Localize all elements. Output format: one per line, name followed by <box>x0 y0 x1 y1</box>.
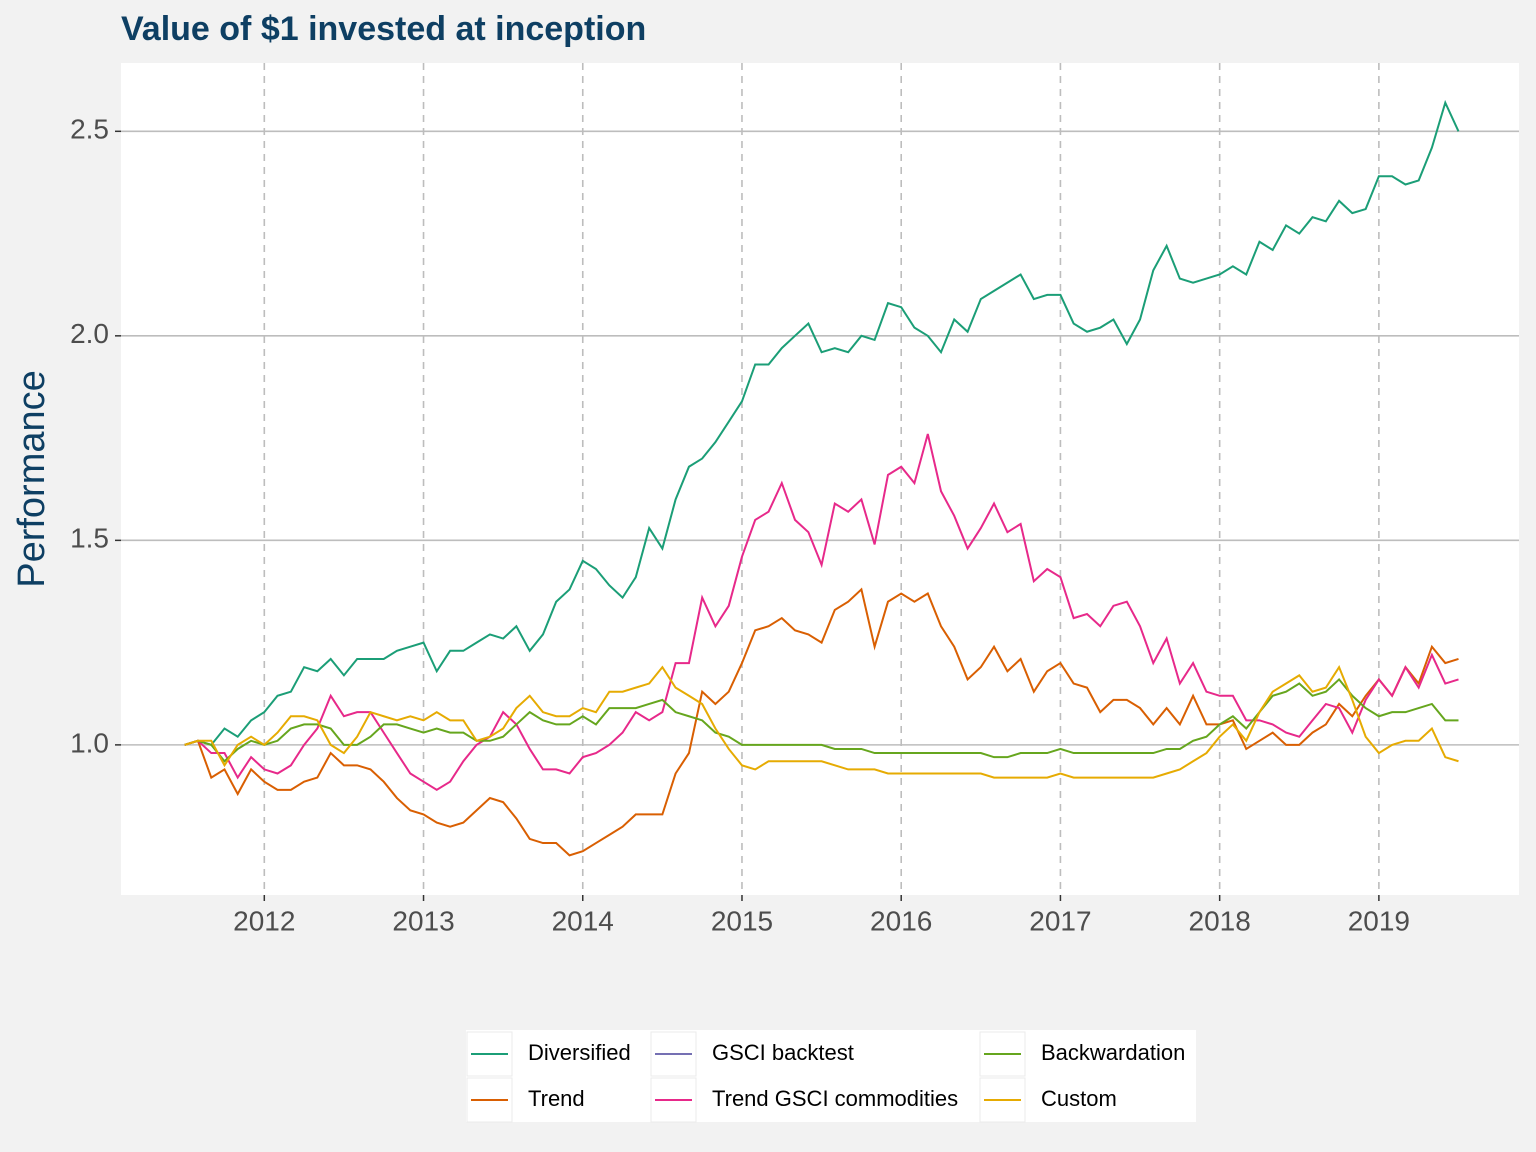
x-tick-label: 2014 <box>552 905 614 936</box>
legend-label: Trend GSCI commodities <box>712 1086 958 1111</box>
chart-title: Value of $1 invested at inception <box>121 10 646 48</box>
y-tick-label: 1.5 <box>70 523 109 554</box>
legend-label: Trend <box>528 1086 585 1111</box>
x-tick-label: 2015 <box>711 905 773 936</box>
legend-label: Backwardation <box>1041 1040 1185 1065</box>
series-line <box>184 664 1459 779</box>
x-tick-label: 2016 <box>870 905 932 936</box>
x-tick-label: 2019 <box>1348 905 1410 936</box>
legend-box <box>466 1030 1196 1122</box>
y-tick-label: 1.0 <box>70 727 109 758</box>
legend-label: Custom <box>1041 1086 1117 1111</box>
x-tick-label: 2013 <box>392 905 454 936</box>
series-line <box>184 587 1459 857</box>
series-line <box>184 99 1460 747</box>
x-tick-label: 2017 <box>1029 905 1091 936</box>
y-axis-label: Performance <box>11 370 53 588</box>
x-tick-label: 2018 <box>1189 905 1251 936</box>
legend-label: GSCI backtest <box>712 1040 854 1065</box>
y-tick-label: 2.0 <box>70 318 109 349</box>
legend-label: Diversified <box>528 1040 631 1065</box>
series-line <box>184 677 1459 763</box>
x-tick-label: 2012 <box>233 905 295 936</box>
plot-panel <box>121 63 1519 895</box>
y-tick-label: 2.5 <box>70 114 109 145</box>
series-line <box>184 433 1459 792</box>
